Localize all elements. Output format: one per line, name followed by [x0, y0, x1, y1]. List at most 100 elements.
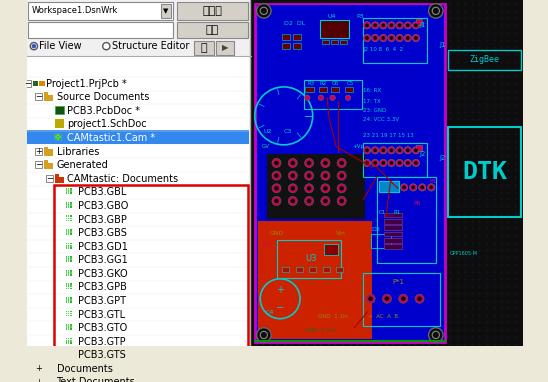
Text: 工作台: 工作台 — [202, 6, 222, 16]
Text: −: − — [35, 92, 42, 101]
Bar — [28, 22, 173, 38]
Circle shape — [427, 184, 435, 191]
Circle shape — [337, 184, 346, 193]
Circle shape — [380, 22, 387, 29]
Bar — [67, 353, 70, 355]
Text: −: − — [24, 79, 31, 88]
Bar — [67, 247, 70, 249]
Circle shape — [102, 42, 110, 50]
Text: GND  1.1in: GND 1.1in — [305, 328, 334, 333]
Bar — [194, 41, 214, 55]
Bar — [70, 340, 72, 342]
Circle shape — [406, 36, 409, 40]
Circle shape — [307, 186, 311, 191]
Circle shape — [396, 22, 403, 29]
Text: Workspace1.DsnWrk: Workspace1.DsnWrk — [32, 6, 118, 15]
Bar — [70, 283, 72, 285]
Text: PCB3.GTP: PCB3.GTP — [78, 337, 126, 347]
Circle shape — [412, 186, 415, 189]
Circle shape — [345, 95, 351, 100]
Text: Structure Editor: Structure Editor — [112, 41, 189, 51]
Text: C3: C3 — [284, 129, 292, 134]
Bar — [59, 138, 61, 140]
Bar — [70, 301, 72, 303]
Bar — [67, 204, 70, 206]
Bar — [295, 267, 302, 272]
Bar — [67, 351, 70, 353]
Bar — [66, 215, 67, 217]
Bar — [66, 288, 67, 289]
Circle shape — [372, 22, 379, 29]
Text: PCB3.GBO: PCB3.GBO — [78, 201, 129, 211]
Circle shape — [401, 296, 406, 301]
Bar — [67, 355, 70, 357]
Bar — [70, 288, 72, 289]
Bar — [66, 229, 67, 231]
Bar — [70, 338, 72, 340]
Bar — [70, 355, 72, 357]
Bar — [70, 258, 72, 260]
Bar — [67, 274, 70, 276]
Bar — [67, 220, 70, 222]
Text: Generated: Generated — [56, 160, 109, 170]
Text: J2 10 8  6  4  2: J2 10 8 6 4 2 — [363, 47, 403, 52]
Bar — [70, 188, 72, 190]
Bar — [384, 213, 402, 217]
Circle shape — [321, 159, 330, 167]
Circle shape — [290, 173, 295, 178]
Circle shape — [256, 328, 271, 342]
Text: U4: U4 — [327, 14, 336, 19]
Bar — [293, 34, 301, 40]
Text: −: − — [46, 174, 53, 183]
Bar — [35, 147, 42, 155]
Circle shape — [383, 294, 391, 303]
Bar — [70, 220, 72, 222]
Text: D3: D3 — [372, 227, 380, 232]
Bar — [340, 40, 347, 44]
Bar — [44, 95, 53, 101]
Circle shape — [396, 147, 403, 154]
Text: P6: P6 — [413, 201, 421, 206]
Bar — [384, 219, 402, 223]
Bar — [293, 44, 301, 49]
Circle shape — [307, 173, 311, 178]
Circle shape — [406, 24, 409, 27]
Circle shape — [414, 161, 418, 165]
Text: ▼: ▼ — [163, 8, 169, 14]
Circle shape — [399, 294, 408, 303]
Bar — [27, 130, 249, 144]
Circle shape — [272, 171, 281, 180]
Bar — [44, 149, 53, 156]
Text: D2  DL: D2 DL — [284, 21, 305, 26]
Text: DTK: DTK — [462, 160, 507, 184]
Circle shape — [381, 149, 385, 152]
Circle shape — [429, 328, 443, 342]
Bar — [70, 256, 72, 258]
Bar — [67, 190, 70, 192]
Bar — [282, 34, 290, 40]
Text: +: + — [35, 147, 42, 156]
Text: −: − — [276, 303, 284, 313]
Bar — [363, 18, 427, 63]
Bar — [67, 206, 70, 208]
Bar — [67, 270, 70, 272]
Bar — [66, 342, 67, 344]
Bar — [66, 206, 67, 208]
Bar — [70, 247, 72, 249]
Bar — [44, 160, 48, 164]
Text: OPP1605-M: OPP1605-M — [449, 251, 477, 256]
Text: +: + — [35, 377, 42, 382]
Text: GND: GND — [269, 231, 284, 236]
Bar — [67, 324, 70, 326]
Circle shape — [432, 331, 439, 338]
Bar — [309, 267, 316, 272]
Bar — [35, 365, 42, 372]
Bar — [70, 274, 72, 276]
Text: P1: P1 — [430, 180, 437, 185]
Bar — [67, 233, 70, 235]
Text: P3: P3 — [356, 14, 364, 19]
Circle shape — [305, 196, 313, 206]
Bar — [67, 328, 70, 330]
Bar — [67, 193, 70, 194]
Circle shape — [381, 36, 385, 40]
